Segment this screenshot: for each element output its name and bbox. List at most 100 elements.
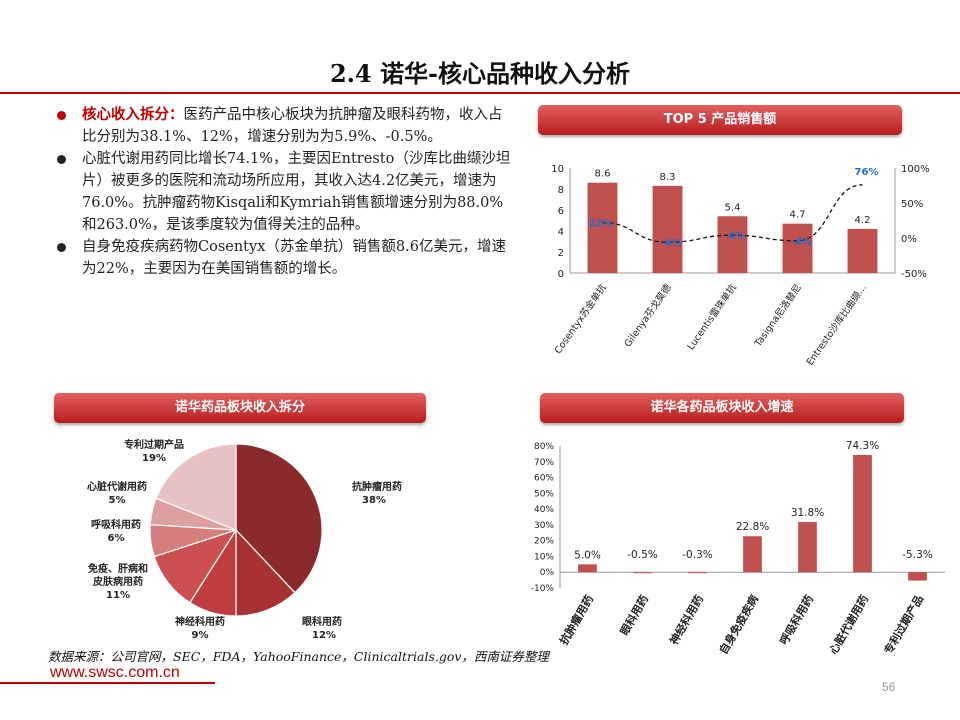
- data-label: 8.6: [595, 169, 611, 180]
- x-tick-label: Tasigna尼洛替尼: [751, 282, 804, 350]
- slice-percent: 38%: [362, 495, 386, 506]
- slice-label: 心脏代谢用药: [87, 480, 147, 493]
- data-label: 5.4: [725, 202, 741, 213]
- line-data-label: -6%: [661, 238, 682, 249]
- data-label: 8.3: [660, 172, 676, 183]
- data-label: 4.7: [790, 210, 806, 221]
- bullet-list: 核心收入拆分：医药产品中核心板块为抗肿瘤及眼科药物，收入占比分别为38.1%、1…: [52, 104, 514, 280]
- x-tick-label: 心脏代谢用药: [826, 593, 871, 657]
- slice-percent: 6%: [108, 533, 125, 544]
- y-tick-label: 10%: [534, 552, 554, 562]
- data-label: 5.0%: [574, 549, 601, 561]
- bar: [798, 522, 817, 573]
- y-tick-label: 40%: [534, 505, 554, 515]
- pie-slice: [235, 528, 296, 617]
- slice-label: 抗肿瘤用药: [352, 480, 402, 493]
- data-label: -5.3%: [902, 549, 932, 561]
- data-source: 数据来源：公司官网，SEC，FDA，YahooFinance，Clinicalt…: [48, 649, 549, 664]
- y-tick-label: 50%: [534, 489, 554, 499]
- y-tick-label: 0: [558, 269, 564, 280]
- bar: [782, 223, 813, 273]
- line-data-label: 22%: [589, 219, 613, 230]
- slice-label: 神经科用药: [175, 615, 225, 628]
- data-label: -0.5%: [627, 549, 657, 561]
- title-underline: [0, 92, 960, 94]
- slice-percent: 5%: [109, 495, 126, 506]
- y-tick-label: -10%: [531, 584, 555, 594]
- data-label: 4.2: [855, 215, 871, 226]
- bar: [633, 572, 652, 574]
- slice-percent: 12%: [312, 630, 336, 641]
- line-data-label: 4%: [728, 231, 745, 242]
- page-title: 2.4 诺华-核心品种收入分析: [329, 59, 631, 88]
- slice-label: 呼吸科用药: [91, 518, 141, 531]
- growth-chart-banner: 诺华各药品板块收入增速: [540, 393, 904, 423]
- y-tick-label: 80%: [534, 442, 554, 452]
- x-tick-label: 眼科用药: [617, 593, 651, 638]
- y-tick-label: 2: [558, 248, 564, 259]
- bullet-highlight: 核心收入拆分：: [82, 106, 184, 123]
- y2-tick-label: -50%: [901, 269, 927, 280]
- x-tick-label: 自身免疫疾病: [716, 593, 761, 657]
- y2-tick-label: 100%: [901, 164, 930, 175]
- top5-chart-banner: TOP 5 产品销售额: [538, 105, 902, 135]
- bullet-item: 核心收入拆分：医药产品中核心板块为抗肿瘤及眼科药物，收入占比分别为38.1%、1…: [52, 104, 514, 148]
- y-tick-label: 10: [551, 164, 564, 175]
- top5-sales-chart: 10 8 6 4 2 0 100% 50% 0% -50% 8.6 Cosentyx苏金单抗 8.3 Gi…: [551, 164, 930, 368]
- y-tick-label: 60%: [534, 474, 554, 484]
- slice-percent: 9%: [192, 630, 209, 641]
- y-tick-label: 70%: [534, 458, 554, 468]
- bar: [717, 216, 748, 273]
- bar: [587, 182, 618, 273]
- y2-tick-label: 0%: [901, 234, 917, 245]
- growth-line: [602, 184, 863, 243]
- y-tick-label: 8: [558, 185, 564, 196]
- slice-label-line2: 皮肤病用药: [92, 575, 143, 588]
- y-tick-label: 30%: [534, 521, 554, 531]
- pie-slice: [235, 443, 323, 594]
- data-label: 74.3%: [846, 440, 879, 452]
- data-label: 22.8%: [736, 521, 769, 533]
- bar: [853, 454, 872, 573]
- bullet-item: 心脏代谢用药同比增长74.1%，主要因Entresto（沙库比曲缬沙坦片）被更多…: [52, 148, 514, 236]
- x-tick-label: Cosentyx苏金单抗: [552, 281, 609, 356]
- y-tick-label: 20%: [534, 537, 554, 547]
- bar: [743, 536, 762, 573]
- bullet-text: 医药产品中核心板块为抗肿瘤及眼科药物，收入占比分别为38.1%、12%，增速分别…: [82, 107, 503, 145]
- x-tick-label: 抗肿瘤用药: [556, 593, 596, 648]
- slice-label: 眼科用药: [302, 615, 342, 628]
- x-tick-label: Lucentis雷珠单抗: [685, 281, 740, 352]
- website-link[interactable]: www.swsc.com.cn: [50, 664, 180, 681]
- bar: [688, 572, 707, 574]
- slice-label: 专利过期产品: [124, 438, 184, 451]
- bar: [578, 564, 597, 573]
- bar: [652, 185, 683, 273]
- bullet-text: 心脏代谢用药同比增长74.1%，主要因Entresto（沙库比曲缬沙坦片）被更多…: [82, 151, 511, 233]
- slice-label: 免疫、肝病和: [88, 562, 148, 575]
- slice-percent: 19%: [142, 453, 166, 464]
- data-label: 31.8%: [791, 507, 824, 519]
- x-tick-label: 专利过期产品: [881, 593, 926, 657]
- pie-chart-banner: 诺华药品板块收入拆分: [54, 393, 426, 423]
- line-data-label: -4%: [791, 237, 812, 248]
- pie-slice: [155, 443, 237, 531]
- y2-tick-label: 50%: [901, 199, 923, 210]
- footer-rule: [0, 682, 215, 684]
- bullet-item: 自身免疫疾病药物Cosentyx（苏金单抗）销售额8.6亿美元，增速为22%，主…: [52, 236, 514, 280]
- page-number: 56: [882, 680, 896, 694]
- y-tick-label: 4: [558, 227, 564, 238]
- bar: [847, 228, 878, 273]
- bar: [908, 572, 927, 581]
- y-tick-label: 6: [558, 206, 564, 217]
- data-label: -0.3%: [682, 549, 712, 561]
- x-tick-label: 呼吸科用药: [776, 593, 816, 648]
- slice-percent: 11%: [106, 590, 130, 601]
- x-tick-label: Entresto沙库比曲缬...: [804, 282, 869, 368]
- bullet-text: 自身免疫疾病药物Cosentyx（苏金单抗）销售额8.6亿美元，增速为22%，主…: [82, 239, 506, 277]
- line-data-label: 76%: [855, 167, 879, 178]
- growth-bar-chart: 80% 70% 60% 50% 40% 30% 20% 10% 0% -10% 5.0% 抗肿瘤用药 -…: [531, 440, 945, 657]
- x-tick-label: Gilenya芬戈莫德: [622, 281, 675, 349]
- y-tick-label: 0%: [540, 568, 555, 578]
- x-tick-label: 神经科用药: [666, 593, 706, 648]
